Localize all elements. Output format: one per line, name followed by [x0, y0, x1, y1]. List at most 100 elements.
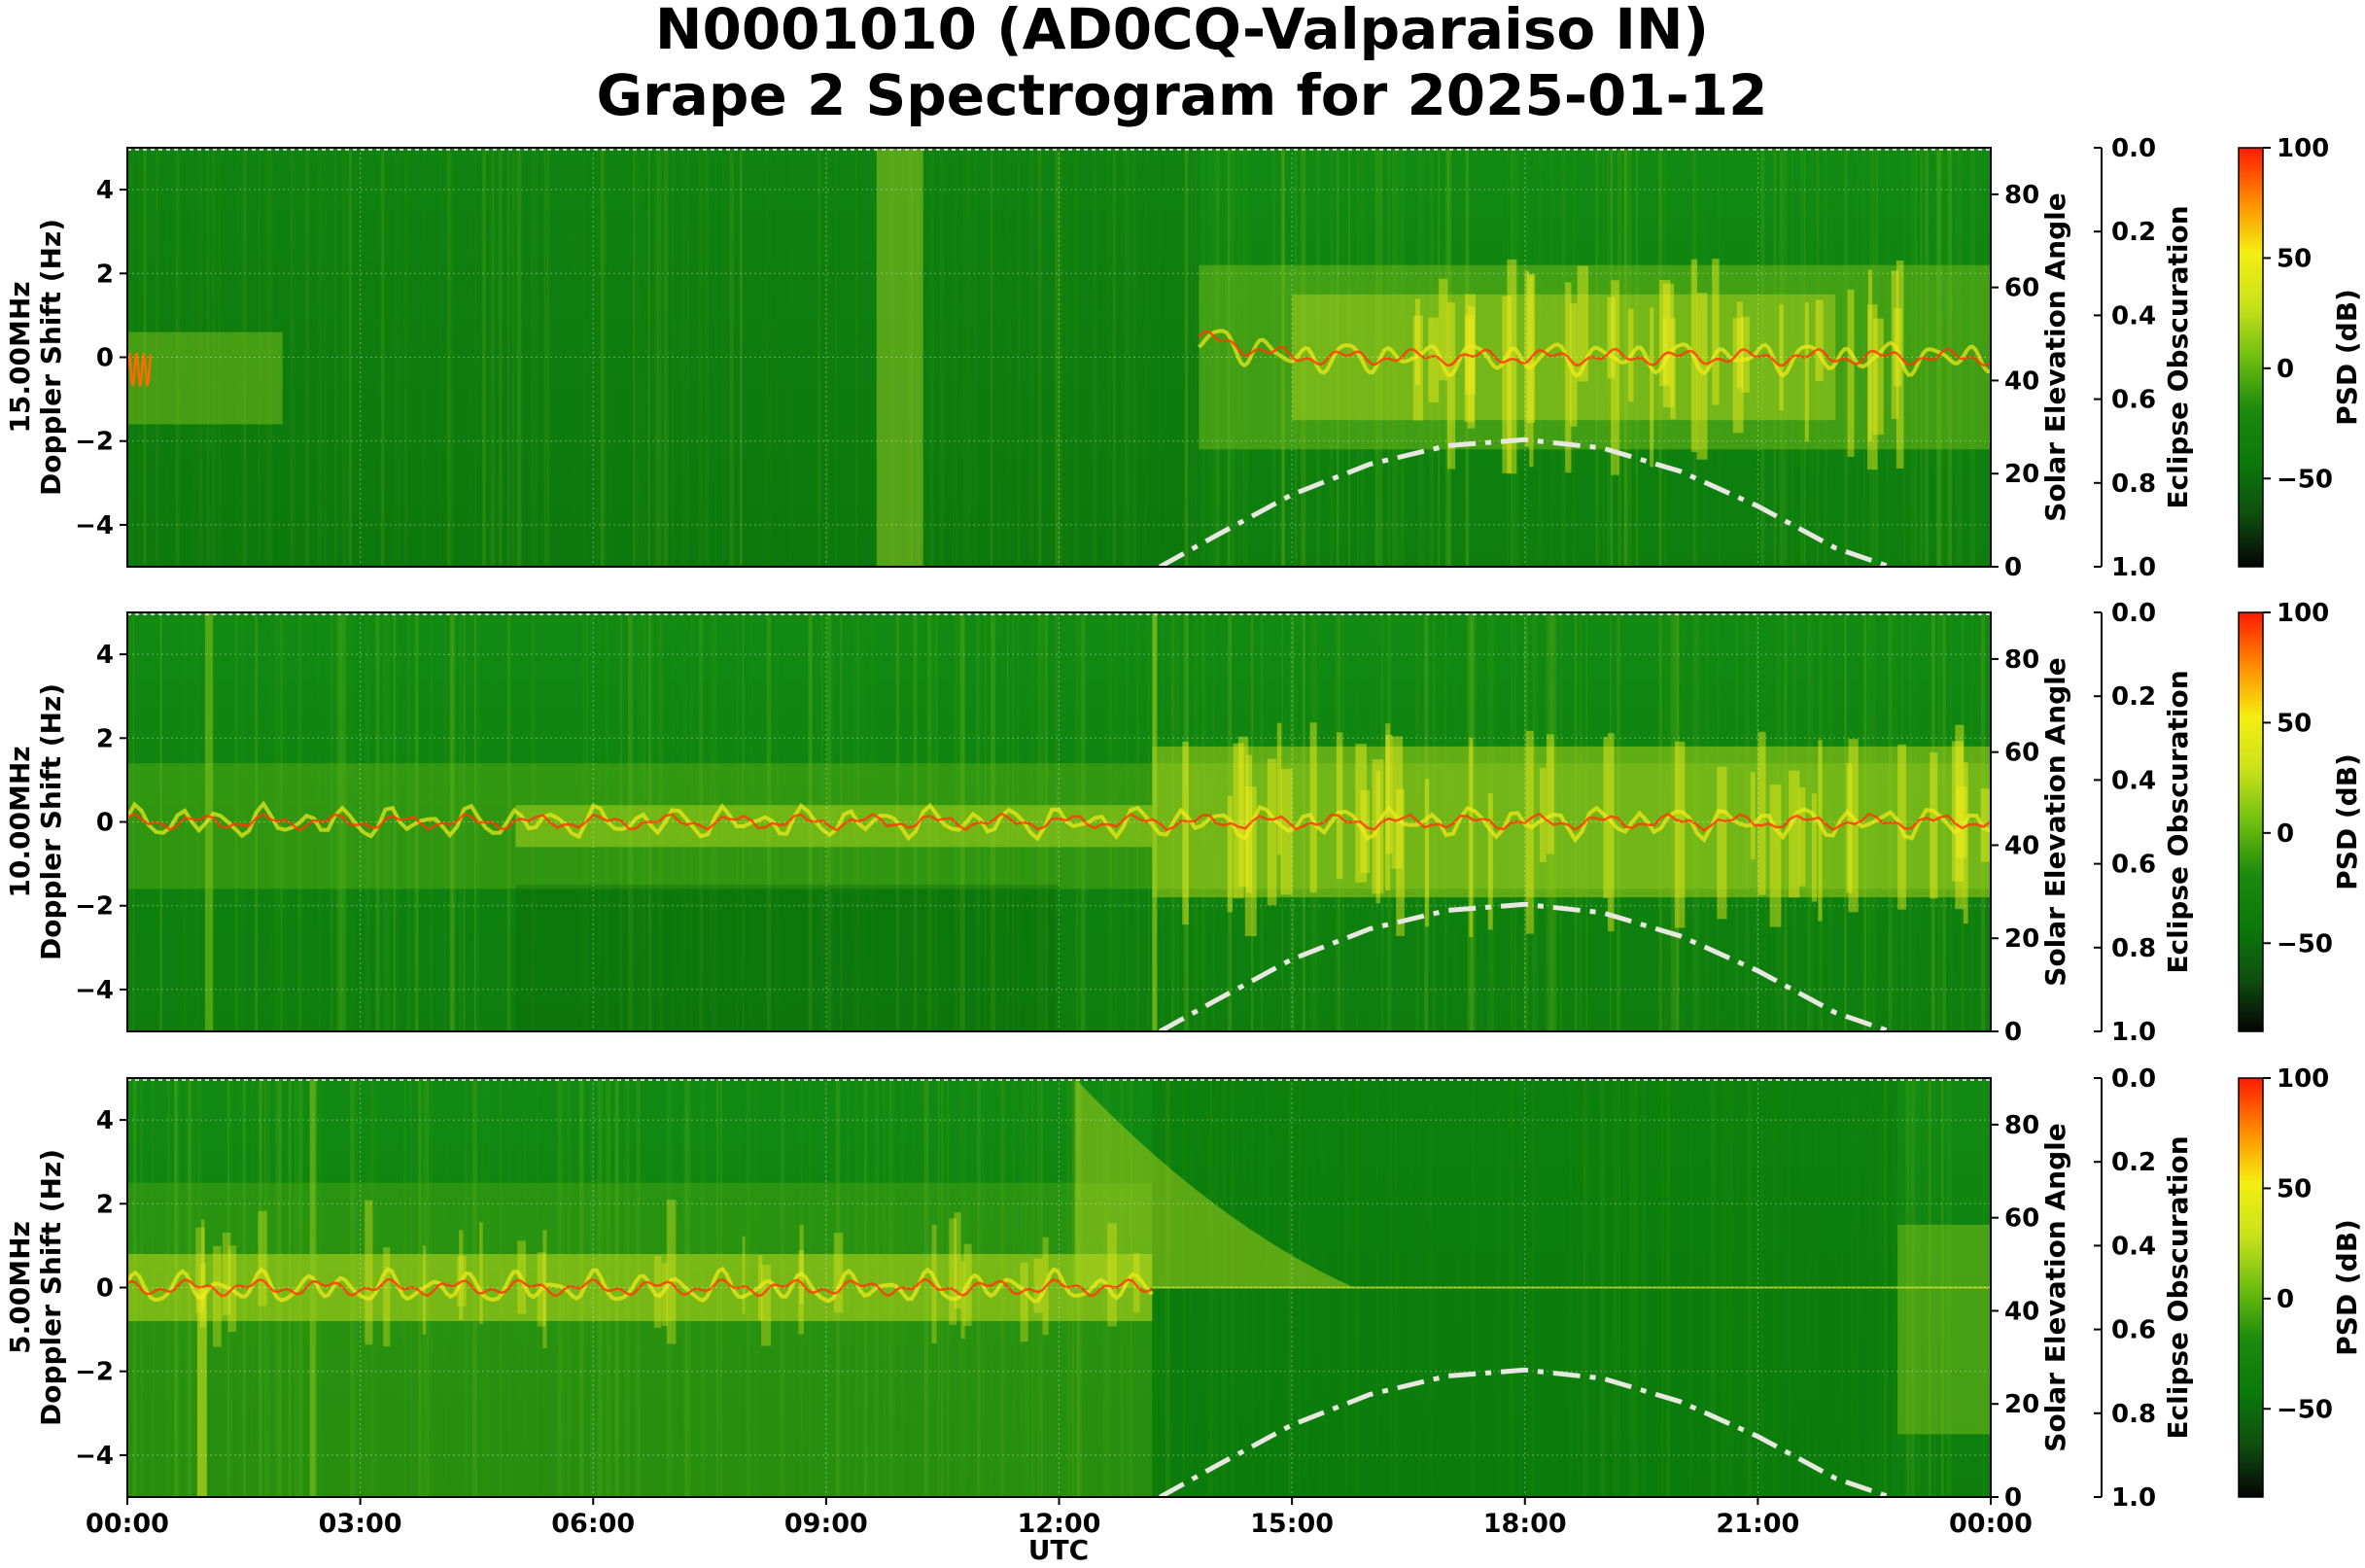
x-tick-label: 12:00	[1018, 1509, 1101, 1539]
solar-axis-label: Solar Elevation Angle	[2039, 1123, 2071, 1451]
noise-streak	[1036, 148, 1042, 567]
y-tick-label: 4	[96, 641, 114, 670]
y-tick-label: 4	[96, 176, 114, 205]
panels: 420−2−415.00MHz Doppler Shift (Hz)0204060…	[4, 134, 2363, 1539]
noise-streak	[1902, 148, 1906, 567]
noise-streak	[198, 148, 203, 567]
noise-streak	[397, 148, 400, 567]
x-tick-label: 03:00	[319, 1509, 402, 1539]
noise-streak	[1125, 148, 1127, 567]
noise-streak	[1292, 612, 1295, 1031]
noise-streak	[493, 148, 496, 567]
noise-streak	[236, 612, 238, 1031]
noise-streak	[824, 148, 830, 567]
colorbar-tick-label: 0	[2277, 1285, 2294, 1314]
noise-streak	[1122, 148, 1124, 567]
noise-streak	[1550, 612, 1556, 1031]
noise-streak	[600, 148, 604, 567]
noise-streak	[1695, 612, 1700, 1031]
noise-streak	[1562, 148, 1566, 567]
noise-streak	[602, 148, 607, 567]
noise-streak	[609, 148, 611, 567]
fading-burst	[949, 1218, 957, 1325]
noise-streak	[1675, 612, 1680, 1031]
solar-tick-label: 40	[2004, 1297, 2039, 1326]
x-tick-label: 00:00	[1949, 1509, 2033, 1539]
fading-burst	[1276, 722, 1282, 855]
fading-burst	[1391, 736, 1404, 869]
noise-streak	[1261, 612, 1264, 1031]
eclipse-axis-label: Eclipse Obscuration	[2162, 670, 2194, 973]
noise-streak	[1555, 612, 1557, 1031]
noise-streak	[474, 612, 476, 1031]
eclipse-tick-label: 1.0	[2111, 1483, 2156, 1513]
noise-streak	[158, 148, 161, 567]
noise-streak	[446, 148, 450, 567]
noise-streak	[1227, 148, 1231, 567]
fading-burst	[201, 1219, 205, 1307]
noise-streak	[1808, 612, 1811, 1031]
fading-burst	[1930, 752, 1938, 899]
noise-streak	[721, 148, 724, 567]
eclipse-axis-label: Eclipse Obscuration	[2162, 205, 2194, 508]
fading-burst	[1524, 270, 1530, 447]
eclipse-tick-label: 0.8	[2111, 1400, 2156, 1429]
fading-burst	[1469, 737, 1474, 938]
x-tick-label: 18:00	[1483, 1509, 1567, 1539]
x-axis-label: UTC	[1028, 1534, 1089, 1566]
noise-streak	[241, 148, 245, 567]
fading-burst	[1446, 302, 1456, 470]
noise-streak	[1209, 148, 1211, 567]
solar-tick-label: 20	[2004, 1390, 2039, 1419]
noise-streak	[448, 148, 451, 567]
fading-burst	[1650, 307, 1654, 468]
noise-streak	[1533, 612, 1539, 1031]
noise-streak	[1392, 148, 1396, 567]
y-tick-label: −2	[75, 1358, 114, 1387]
fading-burst	[1670, 318, 1676, 420]
noise-streak	[1131, 148, 1137, 567]
noise-streak	[1370, 612, 1373, 1031]
noise-streak	[1347, 148, 1351, 567]
fading-burst	[954, 1212, 961, 1308]
noise-streak	[1970, 612, 1973, 1031]
colorbar-label: PSD (dB)	[2331, 1219, 2363, 1356]
fading-burst	[1798, 786, 1806, 887]
eclipse-tick-label: 0.6	[2111, 851, 2156, 880]
noise-streak	[939, 148, 945, 567]
fading-burst	[1847, 289, 1855, 457]
noise-streak	[698, 148, 703, 567]
solar-tick-label: 0	[2004, 1018, 2022, 1047]
noise-streak	[1552, 148, 1555, 567]
fading-burst	[1867, 304, 1878, 470]
fading-burst	[1414, 298, 1421, 386]
noise-streak	[1940, 148, 1944, 567]
solar-tick-label: 20	[2004, 924, 2039, 954]
y-tick-label: −4	[75, 1442, 114, 1471]
noise-streak	[267, 148, 273, 567]
x-tick-label: 15:00	[1250, 1509, 1334, 1539]
fading-burst	[542, 1230, 547, 1349]
colorbar-tick-label: 100	[2277, 599, 2329, 628]
noise-streak	[1184, 148, 1189, 567]
noise-streak	[1784, 148, 1788, 567]
noise-streak	[403, 148, 408, 567]
fading-burst	[1674, 741, 1686, 928]
noise-streak	[394, 148, 398, 567]
noise-streak	[1161, 612, 1165, 1031]
fading-burst	[1717, 766, 1727, 920]
spectrogram-heatmap	[127, 612, 1991, 1031]
noise-streak	[194, 612, 199, 1031]
noise-streak	[1228, 148, 1232, 567]
eclipse-tick-label: 0.2	[2111, 682, 2156, 712]
noise-streak	[167, 148, 169, 567]
early-signal	[127, 331, 283, 425]
noise-streak	[1816, 148, 1820, 567]
noise-streak	[234, 612, 240, 1031]
eclipse-tick-label: 0.2	[2111, 1148, 2156, 1177]
noise-streak	[1760, 148, 1765, 567]
noise-streak	[1764, 612, 1767, 1031]
noise-streak	[1464, 148, 1470, 567]
solar-tick-label: 60	[2004, 1204, 2039, 1234]
fading-burst	[661, 1263, 669, 1327]
